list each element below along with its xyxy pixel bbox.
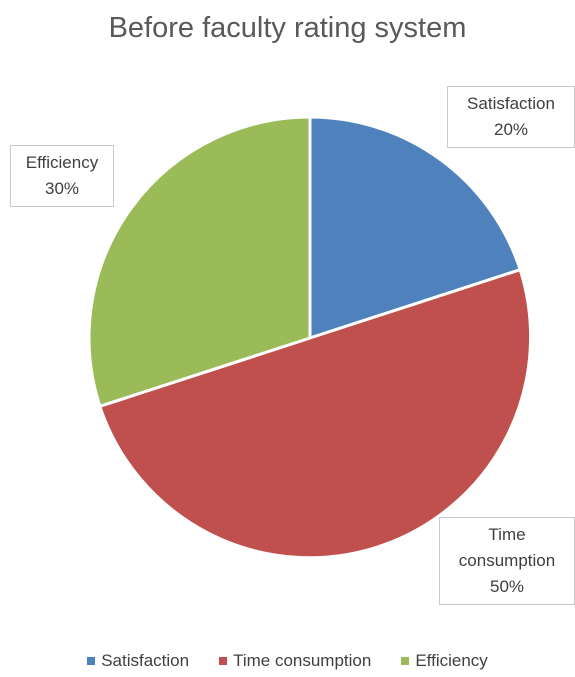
legend-item-time-consumption: Time consumption bbox=[219, 651, 371, 671]
legend-label: Satisfaction bbox=[101, 651, 190, 670]
data-label-efficiency: Efficiency 30% bbox=[10, 145, 114, 207]
legend-label: Time consumption bbox=[233, 651, 372, 670]
data-label-category-line2: consumption bbox=[458, 551, 556, 570]
data-label-category: Satisfaction bbox=[467, 94, 555, 113]
data-label-category: Efficiency bbox=[25, 153, 99, 172]
pie-slice-satisfaction bbox=[308, 115, 522, 340]
legend: Satisfaction Time consumption Efficiency bbox=[0, 648, 575, 674]
legend-label: Efficiency bbox=[415, 651, 488, 670]
data-label-percent: 20% bbox=[493, 120, 529, 139]
chart-title: Before faculty rating system bbox=[108, 12, 467, 44]
legend-swatch bbox=[87, 657, 96, 665]
data-label-percent: 30% bbox=[44, 179, 80, 198]
legend-item-satisfaction: Satisfaction bbox=[87, 651, 189, 671]
data-label-percent: 50% bbox=[489, 577, 525, 596]
data-label-satisfaction: Satisfaction 20% bbox=[447, 86, 575, 148]
data-label-time-consumption: Time consumption 50% bbox=[439, 517, 575, 605]
pie-slice-time-consumption bbox=[98, 268, 532, 560]
legend-swatch bbox=[401, 657, 410, 665]
data-label-category-line1: Time bbox=[488, 525, 526, 544]
legend-item-efficiency: Efficiency bbox=[401, 651, 488, 671]
pie-slice-efficiency bbox=[87, 115, 312, 408]
legend-swatch bbox=[219, 657, 228, 665]
